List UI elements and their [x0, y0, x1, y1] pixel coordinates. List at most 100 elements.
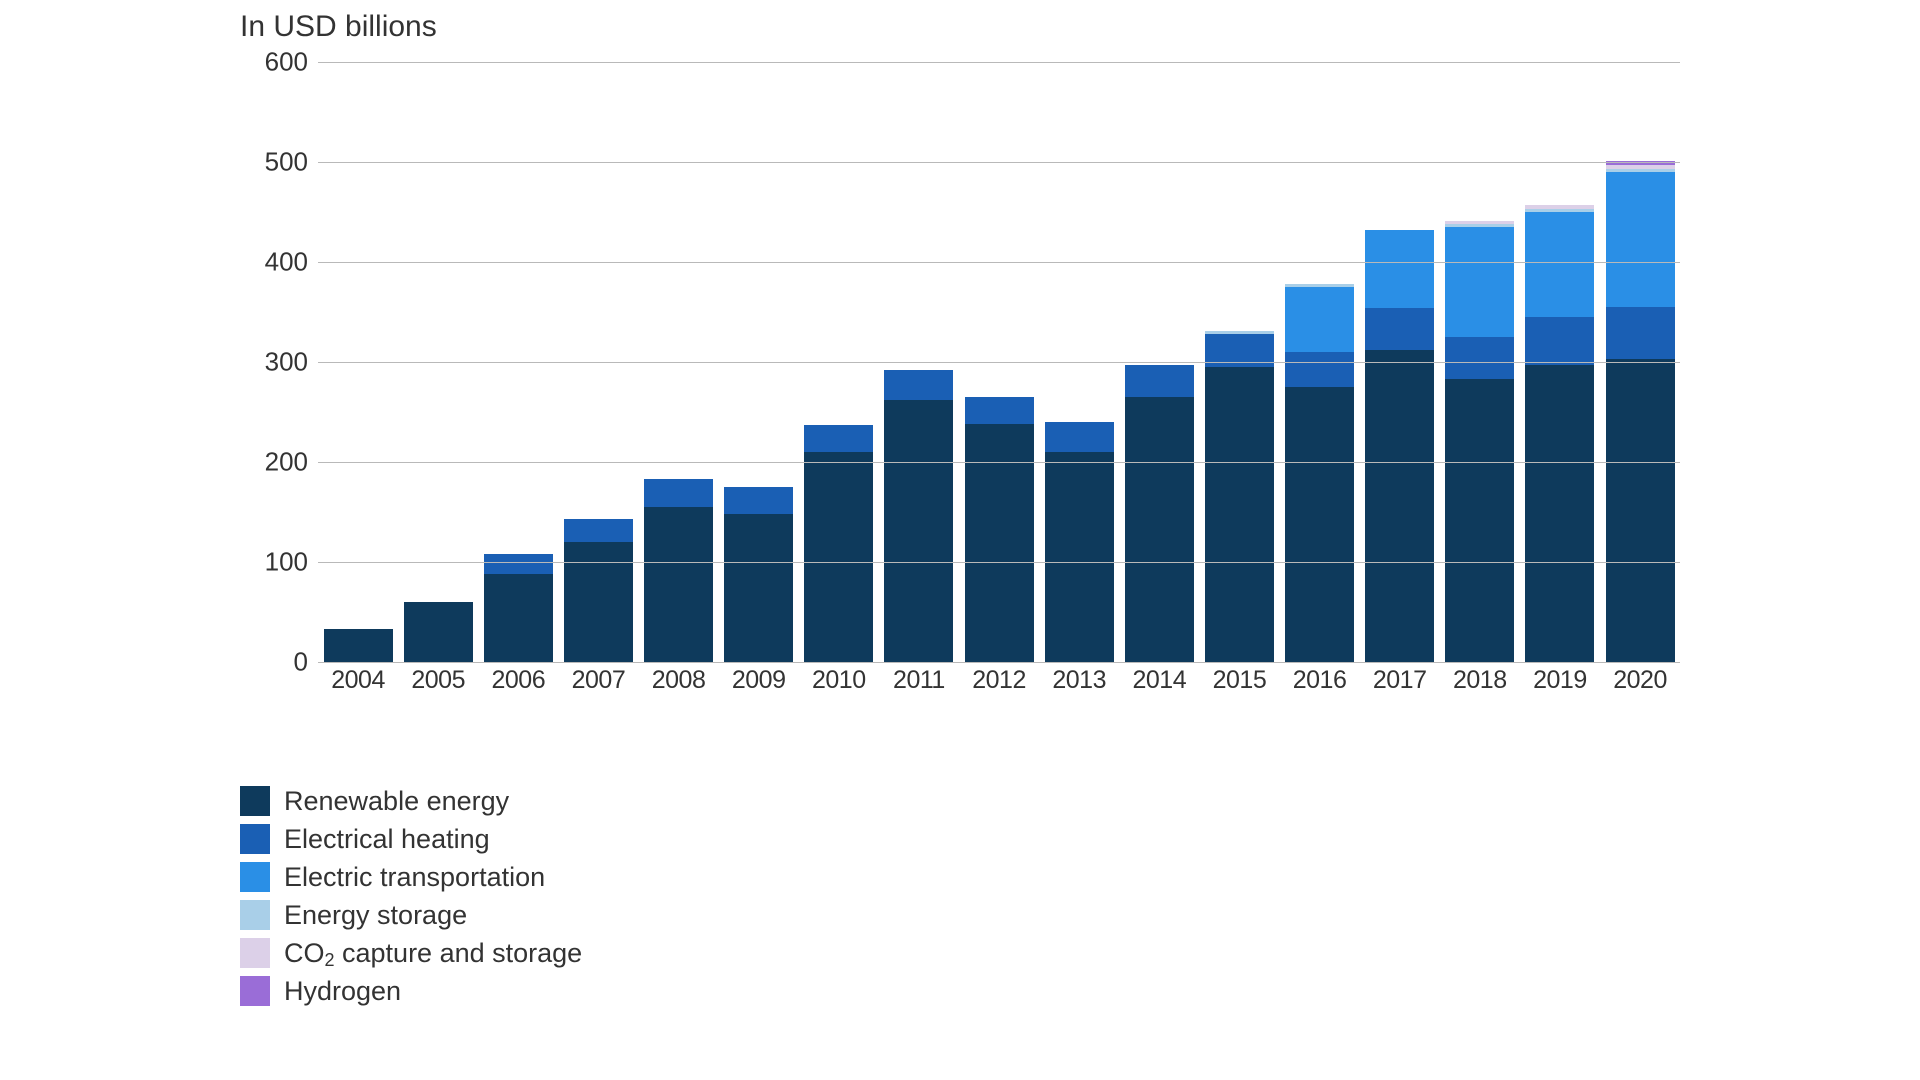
stacked-bar — [1125, 365, 1194, 662]
legend-swatch — [240, 976, 270, 1006]
stacked-bar — [1365, 230, 1434, 662]
x-tick-label: 2006 — [478, 662, 558, 702]
x-tick-label: 2016 — [1280, 662, 1360, 702]
x-tick-label: 2009 — [719, 662, 799, 702]
legend-item-ccs: CO2 capture and storage — [240, 934, 1680, 972]
x-tick-label: 2004 — [318, 662, 398, 702]
x-axis-labels: 2004200520062007200820092010201120122013… — [318, 662, 1680, 702]
bar-segment-heating — [484, 554, 553, 574]
grid-line — [318, 362, 1680, 363]
bar-segment-renewable — [1445, 379, 1514, 662]
bar-segment-heating — [884, 370, 953, 400]
stacked-bar — [484, 554, 553, 662]
stacked-bar — [724, 487, 793, 662]
legend-item-renewable: Renewable energy — [240, 782, 1680, 820]
bar-segment-heating — [804, 425, 873, 452]
bar-segment-heating — [1445, 337, 1514, 379]
legend-item-heating: Electrical heating — [240, 820, 1680, 858]
grid-line — [318, 562, 1680, 563]
bar-segment-renewable — [1525, 365, 1594, 662]
bar-segment-renewable — [1285, 387, 1354, 662]
stacked-bar — [644, 479, 713, 662]
x-tick-label: 2008 — [639, 662, 719, 702]
bar-segment-heating — [1365, 308, 1434, 350]
stacked-bar — [965, 397, 1034, 662]
legend-swatch — [240, 938, 270, 968]
x-tick-label: 2011 — [879, 662, 959, 702]
y-tick-label: 100 — [240, 547, 308, 578]
y-tick-label: 500 — [240, 147, 308, 178]
bar-segment-renewable — [644, 507, 713, 662]
bar-segment-transport — [1285, 287, 1354, 352]
bar-segment-renewable — [484, 574, 553, 662]
bar-segment-transport — [1365, 230, 1434, 308]
x-tick-label: 2013 — [1039, 662, 1119, 702]
chart-subtitle: In USD billions — [240, 10, 1680, 44]
bar-segment-renewable — [1045, 452, 1114, 662]
bar-segment-heating — [1285, 352, 1354, 387]
bar-segment-heating — [965, 397, 1034, 424]
x-tick-label: 2014 — [1119, 662, 1199, 702]
plot-area: 0100200300400500600 — [318, 62, 1680, 662]
legend-item-transport: Electric transportation — [240, 858, 1680, 896]
legend: Renewable energy Electrical heating Electr… — [240, 782, 1680, 1010]
chart-container: In USD billions 0100200300400500600 2004… — [240, 10, 1680, 1010]
x-tick-label: 2017 — [1360, 662, 1440, 702]
x-tick-label: 2007 — [558, 662, 638, 702]
legend-label: CO2 capture and storage — [284, 938, 582, 969]
bar-segment-heating — [1606, 307, 1675, 359]
legend-swatch — [240, 900, 270, 930]
legend-item-storage: Energy storage — [240, 896, 1680, 934]
bar-segment-renewable — [1365, 350, 1434, 662]
chart-plot-box: 0100200300400500600 20042005200620072008… — [240, 62, 1680, 702]
bar-segment-renewable — [404, 602, 473, 662]
stacked-bar — [564, 519, 633, 662]
bar-segment-renewable — [1205, 367, 1274, 662]
bar-segment-transport — [1606, 172, 1675, 307]
bar-segment-renewable — [564, 542, 633, 662]
legend-swatch — [240, 862, 270, 892]
legend-item-hydrogen: Hydrogen — [240, 972, 1680, 1010]
stacked-bar — [1285, 284, 1354, 662]
x-tick-label: 2010 — [799, 662, 879, 702]
legend-label: Electric transportation — [284, 862, 545, 893]
legend-label: Electrical heating — [284, 824, 490, 855]
bar-segment-transport — [1525, 212, 1594, 317]
y-tick-label: 200 — [240, 447, 308, 478]
legend-swatch — [240, 824, 270, 854]
x-tick-label: 2012 — [959, 662, 1039, 702]
stacked-bar — [404, 602, 473, 662]
grid-line — [318, 162, 1680, 163]
y-tick-label: 0 — [240, 647, 308, 678]
legend-label: Energy storage — [284, 900, 467, 931]
bar-segment-renewable — [724, 514, 793, 662]
stacked-bar — [804, 425, 873, 662]
bar-segment-heating — [644, 479, 713, 507]
legend-label: Renewable energy — [284, 786, 509, 817]
grid-line — [318, 62, 1680, 63]
bar-segment-heating — [1045, 422, 1114, 452]
grid-line — [318, 262, 1680, 263]
stacked-bar — [1606, 161, 1675, 662]
stacked-bar — [1205, 331, 1274, 662]
legend-label: Hydrogen — [284, 976, 401, 1007]
stacked-bar — [324, 629, 393, 662]
bar-segment-renewable — [804, 452, 873, 662]
grid-line — [318, 462, 1680, 463]
bar-segment-heating — [724, 487, 793, 514]
x-tick-label: 2019 — [1520, 662, 1600, 702]
x-tick-label: 2015 — [1199, 662, 1279, 702]
y-tick-label: 400 — [240, 247, 308, 278]
bar-segment-renewable — [324, 629, 393, 662]
bar-segment-heating — [1525, 317, 1594, 365]
bar-segment-heating — [1125, 365, 1194, 397]
bar-segment-heating — [564, 519, 633, 542]
stacked-bar — [1525, 205, 1594, 662]
x-tick-label: 2018 — [1440, 662, 1520, 702]
stacked-bar — [1045, 422, 1114, 662]
y-tick-label: 300 — [240, 347, 308, 378]
bar-segment-renewable — [884, 400, 953, 662]
bar-segment-renewable — [1606, 359, 1675, 662]
stacked-bar — [884, 370, 953, 662]
bar-segment-renewable — [1125, 397, 1194, 662]
